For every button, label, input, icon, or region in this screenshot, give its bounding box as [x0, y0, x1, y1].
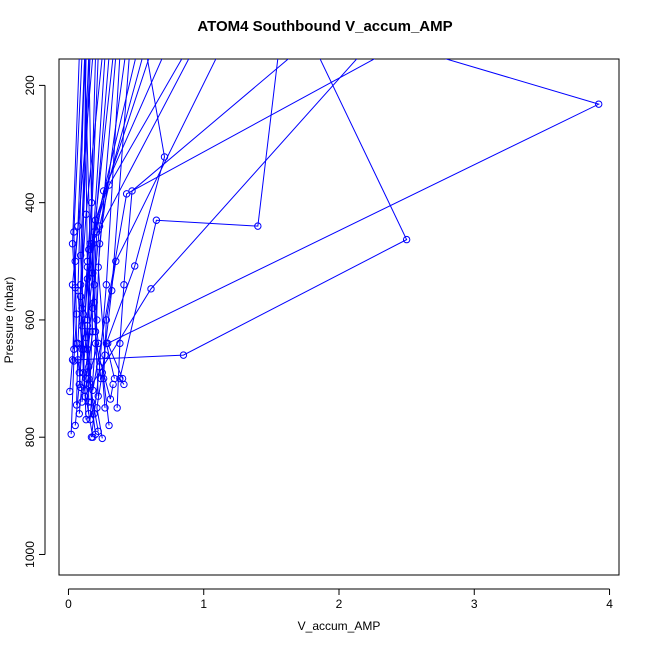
x-tick-label: 2	[336, 597, 343, 611]
profile-line	[92, 59, 106, 379]
plot-frame	[58, 58, 620, 576]
profile-series	[103, 59, 603, 383]
data-point	[76, 292, 85, 301]
profile-line	[84, 59, 358, 397]
data-point	[78, 322, 86, 330]
data-point	[120, 281, 128, 289]
y-tick-label: 600	[23, 310, 37, 330]
profile-series	[84, 59, 102, 400]
data-point	[93, 316, 101, 324]
profile-line	[84, 59, 99, 397]
y-tick-label: 800	[23, 427, 37, 447]
data-point	[131, 262, 139, 270]
data-point	[87, 433, 96, 441]
profile-line	[72, 59, 86, 350]
data-point	[110, 374, 119, 383]
profile-series	[113, 59, 289, 412]
data-point	[116, 374, 124, 383]
profile-line	[90, 59, 121, 438]
y-tick-label: 400	[23, 192, 37, 212]
profile-line	[107, 59, 601, 379]
data-point	[402, 235, 411, 244]
data-point	[90, 228, 98, 236]
data-point	[113, 404, 121, 412]
x-tick-label: 1	[200, 597, 207, 611]
data-point	[82, 415, 90, 424]
data-point	[68, 281, 77, 289]
data-point	[160, 153, 169, 161]
profile-line	[77, 59, 408, 361]
profile-line	[89, 59, 114, 420]
profile-series	[75, 59, 97, 418]
data-point	[122, 190, 131, 198]
profile-series	[83, 59, 183, 353]
data-point	[94, 392, 102, 400]
y-axis-label: Pressure (mbar)	[2, 277, 16, 364]
profile-series	[102, 59, 169, 383]
data-point	[595, 100, 603, 108]
x-tick-label: 4	[606, 597, 613, 611]
profile-line	[105, 59, 166, 379]
data-point	[85, 398, 93, 406]
data-point	[71, 421, 79, 430]
data-point	[147, 285, 155, 293]
data-point	[68, 240, 77, 248]
profile-series	[87, 59, 121, 441]
data-point	[118, 374, 127, 383]
data-point	[95, 363, 104, 371]
data-point	[152, 216, 161, 224]
data-point	[76, 281, 85, 289]
data-point	[105, 421, 113, 430]
data-point	[68, 356, 77, 364]
y-tick-label: 1000	[23, 541, 37, 568]
x-axis-label: V_accum_AMP	[298, 619, 381, 633]
profile-series	[81, 59, 358, 400]
data-point	[86, 240, 94, 248]
profile-line	[86, 59, 136, 403]
data-layer	[66, 59, 603, 443]
data-point	[67, 430, 75, 438]
profile-line	[101, 59, 130, 408]
data-point	[70, 345, 78, 353]
data-point	[82, 333, 90, 342]
data-point	[101, 404, 109, 412]
x-tick-label: 3	[471, 597, 478, 611]
data-point	[75, 410, 83, 418]
profile-series	[86, 59, 114, 424]
data-point	[89, 269, 97, 277]
data-point	[179, 351, 188, 359]
data-point	[116, 339, 124, 348]
data-point	[86, 415, 94, 424]
profile-line	[116, 59, 289, 408]
data-point	[98, 434, 106, 443]
profile-line	[81, 59, 95, 414]
data-point	[254, 222, 262, 230]
profile-series	[71, 59, 94, 392]
data-point	[102, 281, 111, 289]
x-tick-label: 0	[65, 597, 72, 611]
data-point	[103, 339, 112, 348]
profile-line	[103, 59, 217, 426]
chart-title: ATOM4 Southbound V_accum_AMP	[197, 18, 453, 35]
profile-line	[81, 59, 190, 391]
data-point	[85, 363, 93, 371]
profile-line	[74, 59, 86, 426]
profile-line	[74, 59, 94, 388]
profile-line	[86, 59, 183, 350]
profile-series	[68, 59, 86, 353]
axes: 0 1 2 3 4 200 400 600 800 1000	[23, 58, 620, 611]
data-point	[90, 298, 98, 307]
data-point	[106, 395, 115, 403]
profile-series	[86, 59, 163, 389]
data-point	[74, 222, 82, 230]
data-point	[108, 286, 116, 295]
y-tick-label: 200	[23, 75, 37, 95]
profile-line	[78, 59, 94, 414]
profile-line	[92, 59, 376, 391]
profile-line	[119, 59, 279, 385]
profile-line	[76, 59, 91, 405]
data-point	[66, 387, 74, 396]
